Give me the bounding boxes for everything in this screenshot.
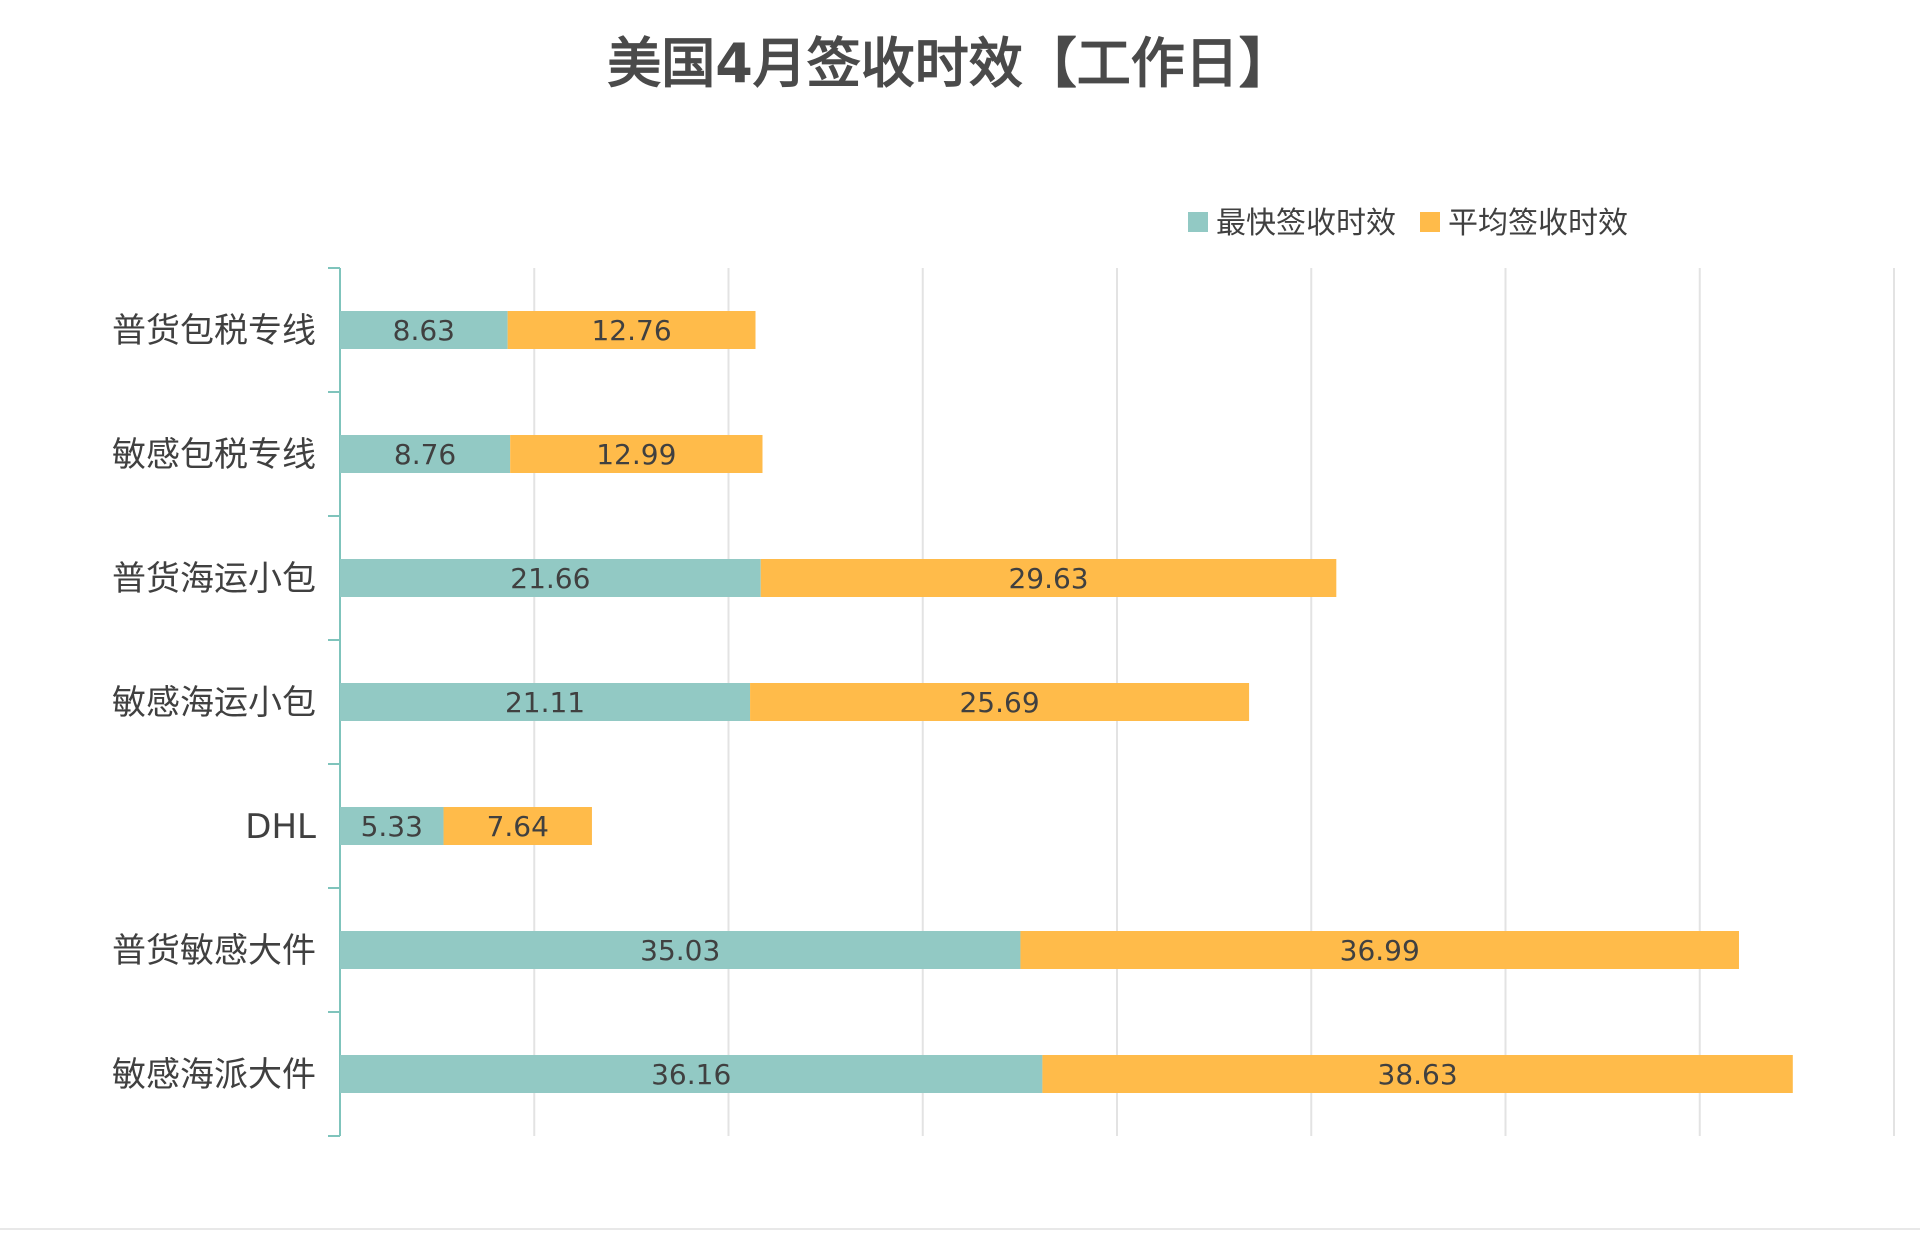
bar-fastest (340, 807, 444, 845)
data-label: 36.99 (1340, 934, 1420, 967)
category-label: 普货包税专线 (112, 311, 316, 351)
category-label: 敏感海派大件 (112, 1055, 316, 1095)
bar-fastest (340, 311, 508, 349)
bar-average (443, 807, 592, 845)
legend-swatch (1420, 212, 1440, 232)
chart-bottom-border (0, 1228, 1920, 1230)
data-label: 29.63 (1008, 562, 1088, 595)
data-label: 7.64 (487, 810, 549, 843)
data-label: 12.99 (596, 438, 676, 471)
legend: 最快签收时效 平均签收时效 (1188, 206, 1628, 241)
category-label: 敏感包税专线 (112, 435, 316, 475)
bar-fastest (340, 435, 511, 473)
data-label: 5.33 (361, 810, 423, 843)
bar-average (750, 683, 1250, 721)
data-label: 35.03 (640, 934, 720, 967)
bar-fastest (340, 1055, 1043, 1093)
bar-fastest (340, 683, 751, 721)
bar-average (1020, 931, 1739, 969)
data-label: 8.76 (394, 438, 456, 471)
category-label: 敏感海运小包 (112, 683, 316, 723)
data-label: 25.69 (959, 686, 1039, 719)
data-label: 38.63 (1378, 1058, 1458, 1091)
data-labels: 8.63 12.76 8.76 12.99 21.66 29.63 21.11 25.69 5.… (361, 314, 1458, 1091)
data-label: 8.63 (393, 314, 455, 347)
bars (340, 311, 1793, 1093)
legend-label: 最快签收时效 (1216, 206, 1396, 241)
category-label: DHL (245, 807, 316, 847)
category-label: 普货海运小包 (112, 559, 316, 599)
bar-average (510, 435, 763, 473)
chart-title: 美国4月签收时效【工作日】 (607, 32, 1293, 95)
legend-label: 平均签收时效 (1448, 206, 1628, 241)
bar-fastest (340, 559, 761, 597)
bar-average (1042, 1055, 1793, 1093)
data-label: 12.76 (591, 314, 671, 347)
bar-average (507, 311, 756, 349)
data-label: 21.11 (505, 686, 585, 719)
data-label: 36.16 (651, 1058, 731, 1091)
legend-swatch (1188, 212, 1208, 232)
data-label: 21.66 (510, 562, 590, 595)
bar-fastest (340, 931, 1021, 969)
bar-average (760, 559, 1337, 597)
category-label: 普货敏感大件 (112, 931, 316, 971)
